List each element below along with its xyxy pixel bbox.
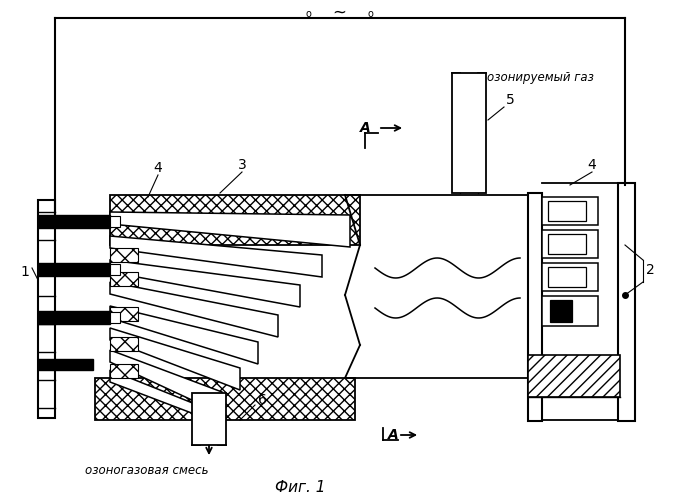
Text: 1: 1: [20, 265, 30, 279]
Bar: [38, 359, 93, 370]
Polygon shape: [110, 306, 258, 364]
Polygon shape: [110, 236, 322, 277]
Polygon shape: [110, 282, 278, 337]
Bar: [618, 183, 635, 421]
Polygon shape: [110, 260, 300, 307]
Bar: [110, 272, 138, 286]
Bar: [110, 364, 138, 378]
Text: озонируемый газ: озонируемый газ: [487, 72, 594, 85]
Polygon shape: [110, 328, 240, 390]
Polygon shape: [110, 212, 350, 247]
Bar: [110, 216, 120, 227]
Text: 3: 3: [238, 158, 246, 172]
Bar: [528, 193, 542, 421]
Bar: [110, 337, 138, 351]
Bar: [110, 248, 138, 262]
Text: 2: 2: [645, 263, 654, 277]
Bar: [542, 296, 598, 326]
Bar: [548, 234, 586, 254]
Bar: [110, 264, 120, 275]
Bar: [542, 197, 598, 225]
Text: 5: 5: [506, 93, 514, 107]
Bar: [110, 195, 360, 245]
Bar: [110, 307, 138, 321]
Text: o: o: [305, 9, 311, 19]
Text: 4: 4: [588, 158, 597, 172]
Bar: [38, 263, 110, 276]
Bar: [38, 215, 110, 228]
Polygon shape: [110, 370, 210, 420]
Polygon shape: [110, 350, 222, 414]
Bar: [548, 201, 586, 221]
Text: A: A: [387, 428, 398, 442]
Bar: [38, 311, 110, 324]
Bar: [528, 355, 620, 397]
Bar: [192, 393, 226, 445]
Bar: [38, 200, 55, 418]
Bar: [548, 267, 586, 287]
Text: озоногазовая смесь: озоногазовая смесь: [85, 464, 209, 476]
Text: A: A: [360, 121, 371, 135]
Bar: [110, 312, 120, 323]
Bar: [542, 263, 598, 291]
Bar: [95, 378, 355, 420]
Text: 4: 4: [154, 161, 163, 175]
Text: 6: 6: [258, 393, 267, 407]
Bar: [542, 230, 598, 258]
Text: Фиг. 1: Фиг. 1: [275, 480, 325, 494]
Text: ~: ~: [332, 4, 346, 22]
Bar: [550, 300, 572, 322]
Text: o: o: [367, 9, 373, 19]
Bar: [452, 73, 486, 193]
